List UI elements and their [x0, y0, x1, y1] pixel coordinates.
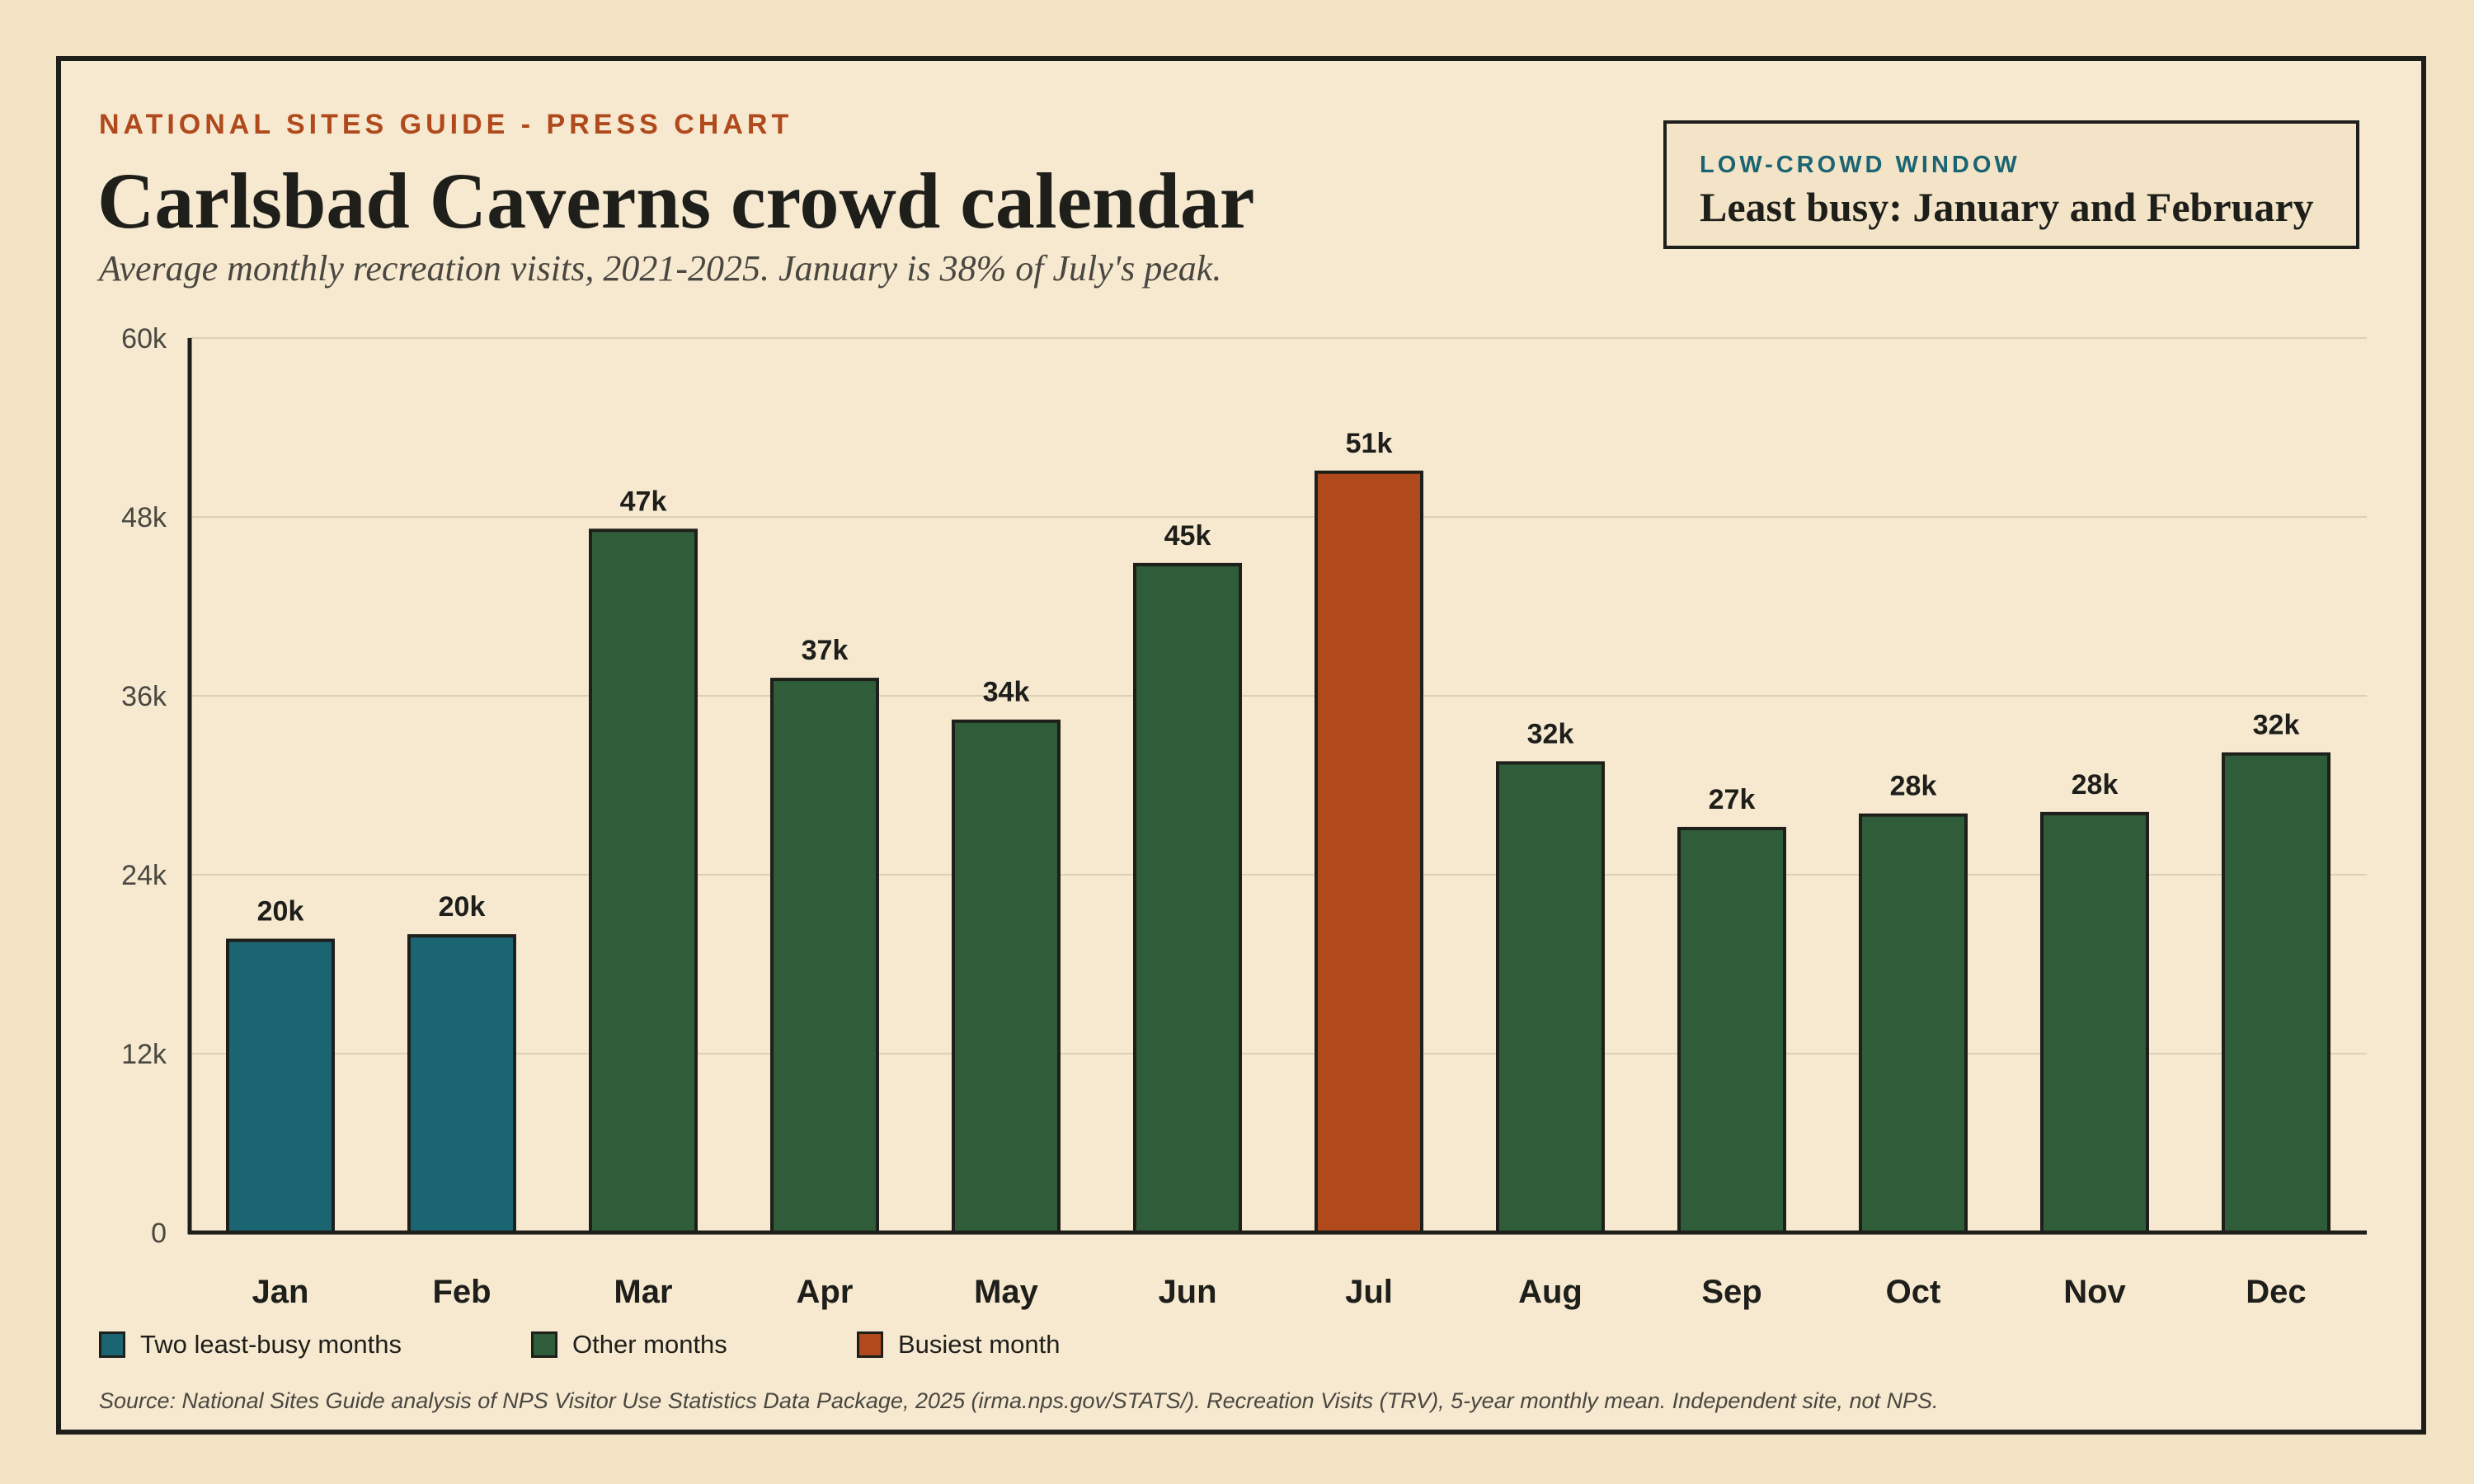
y-tick-label: 36k	[121, 681, 167, 712]
value-label: 47k	[620, 486, 667, 517]
bar-mar	[589, 528, 698, 1234]
chart-subtitle: Average monthly recreation visits, 2021-…	[99, 248, 1222, 289]
x-tick-label: Feb	[432, 1274, 491, 1310]
source-note: Source: National Sites Guide analysis of…	[99, 1388, 1939, 1413]
x-tick-label: Aug	[1518, 1274, 1583, 1310]
chart-title: Carlsbad Caverns crowd calendar	[97, 157, 1255, 245]
value-label: 27k	[1709, 784, 1756, 815]
legend-label: Two least-busy months	[140, 1330, 402, 1359]
x-tick-label: May	[974, 1274, 1039, 1310]
y-tick-label: 24k	[121, 860, 167, 891]
bars	[226, 470, 2331, 1235]
chart-kicker: NATIONAL SITES GUIDE - PRESS CHART	[99, 109, 793, 140]
x-tick-label: Jun	[1158, 1274, 1216, 1310]
value-label: 20k	[257, 896, 304, 928]
value-label: 28k	[2072, 769, 2119, 801]
x-tick-label: Jul	[1345, 1274, 1393, 1310]
bar-aug	[1496, 761, 1605, 1234]
callout-kicker: LOW-CROWD WINDOW	[1700, 152, 2020, 178]
low-crowd-callout: LOW-CROWD WINDOW Least busy: January and…	[1663, 120, 2359, 249]
bar-jul	[1315, 470, 1423, 1234]
x-tick-label: Oct	[1886, 1274, 1941, 1310]
x-tick-label: Apr	[797, 1274, 854, 1310]
legend-item-least-busy: Two least-busy months	[99, 1329, 402, 1360]
y-tick-label: 48k	[121, 502, 167, 533]
value-label: 28k	[1890, 771, 1937, 802]
bar-jan	[226, 938, 335, 1234]
bar-feb	[407, 934, 516, 1235]
x-tick-label: Mar	[614, 1274, 672, 1310]
value-label: 51k	[1346, 428, 1393, 459]
y-axis-ticks: 0 12k 24k 36k 48k 60k	[121, 323, 167, 1249]
bar-sep	[1677, 826, 1786, 1234]
legend-swatch	[531, 1331, 557, 1358]
category-labels: Jan Feb Mar Apr May Jun Jul Aug Sep Oct Nov Dec	[252, 1274, 2307, 1310]
value-labels: 20k 20k 47k 37k 34k 45k 51k 32k 27k 28k 28k 32k	[257, 428, 2300, 928]
value-label: 32k	[2253, 710, 2300, 741]
x-tick-label: Jan	[252, 1274, 309, 1310]
legend-item-busiest: Busiest month	[857, 1329, 1060, 1360]
x-tick-label: Nov	[2063, 1274, 2126, 1310]
bar-jun	[1133, 562, 1242, 1234]
value-label: 20k	[439, 891, 486, 923]
bar-may	[952, 719, 1061, 1234]
legend-item-other: Other months	[531, 1329, 727, 1360]
value-label: 37k	[802, 635, 849, 666]
legend-label: Busiest month	[898, 1330, 1061, 1359]
bar-dec	[2222, 752, 2331, 1234]
value-label: 34k	[983, 677, 1030, 708]
x-tick-label: Sep	[1701, 1274, 1761, 1310]
bar-oct	[1859, 813, 1968, 1235]
x-tick-label: Dec	[2246, 1274, 2306, 1310]
value-label: 32k	[1527, 718, 1574, 749]
legend-label: Other months	[572, 1330, 727, 1359]
value-label: 45k	[1164, 520, 1211, 552]
callout-text: Least busy: January and February	[1700, 184, 2314, 230]
legend-swatch	[857, 1331, 883, 1358]
y-tick-label: 60k	[121, 323, 167, 355]
y-tick-label: 0	[151, 1218, 167, 1249]
gridlines	[190, 337, 2367, 1054]
legend-swatch	[99, 1331, 125, 1358]
bar-apr	[770, 678, 879, 1234]
bar-nov	[2040, 811, 2149, 1234]
y-tick-label: 12k	[121, 1039, 167, 1070]
